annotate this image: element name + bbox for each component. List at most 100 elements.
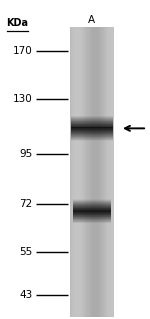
Bar xyxy=(112,26,113,317)
Bar xyxy=(111,26,112,317)
Bar xyxy=(102,26,103,317)
Bar xyxy=(70,116,113,117)
Bar xyxy=(79,26,80,317)
Bar xyxy=(73,208,111,209)
Bar xyxy=(73,222,111,223)
Bar xyxy=(73,206,111,207)
Bar xyxy=(70,138,113,139)
Bar xyxy=(73,209,111,210)
Bar xyxy=(106,26,108,317)
Text: 55: 55 xyxy=(19,247,32,256)
Bar xyxy=(73,211,111,212)
Bar xyxy=(97,26,99,317)
Bar xyxy=(73,218,111,219)
Bar xyxy=(83,26,84,317)
Bar xyxy=(70,26,114,317)
Bar xyxy=(73,219,111,220)
Bar xyxy=(113,26,114,317)
Bar xyxy=(70,135,113,136)
Bar xyxy=(85,26,87,317)
Bar xyxy=(94,26,95,317)
Bar xyxy=(76,26,78,317)
Bar xyxy=(73,211,111,212)
Bar xyxy=(70,122,113,123)
Bar xyxy=(70,26,71,317)
Bar xyxy=(73,207,111,208)
Bar xyxy=(70,137,113,138)
Bar xyxy=(73,213,111,214)
Bar xyxy=(88,26,90,317)
Bar xyxy=(105,26,106,317)
Bar xyxy=(78,26,79,317)
Text: 95: 95 xyxy=(19,149,32,160)
Bar xyxy=(70,124,113,125)
Bar xyxy=(80,26,81,317)
Bar xyxy=(70,121,113,122)
Bar xyxy=(70,134,113,135)
Bar xyxy=(70,140,113,141)
Bar xyxy=(70,117,113,118)
Bar xyxy=(82,26,83,317)
Bar xyxy=(73,203,111,204)
Bar xyxy=(95,26,96,317)
Bar xyxy=(73,212,111,213)
Bar xyxy=(73,223,111,224)
Bar xyxy=(110,26,111,317)
Bar xyxy=(70,139,113,140)
Bar xyxy=(91,26,92,317)
Bar xyxy=(81,26,82,317)
Bar xyxy=(84,26,85,317)
Text: KDa: KDa xyxy=(6,18,28,28)
Bar xyxy=(101,26,102,317)
Bar xyxy=(70,128,113,129)
Bar xyxy=(86,26,88,317)
Bar xyxy=(73,199,111,200)
Bar xyxy=(87,26,89,317)
Bar xyxy=(70,130,113,131)
Bar xyxy=(107,26,109,317)
Text: A: A xyxy=(88,15,95,25)
Bar xyxy=(70,131,113,132)
Bar xyxy=(70,129,113,130)
Bar xyxy=(70,136,113,137)
Bar xyxy=(70,126,113,127)
Bar xyxy=(70,127,113,128)
Bar xyxy=(73,221,111,222)
Bar xyxy=(73,205,111,206)
Bar xyxy=(70,117,113,118)
Bar xyxy=(71,26,72,317)
Text: 72: 72 xyxy=(19,199,32,209)
Bar xyxy=(73,201,111,202)
Bar xyxy=(70,133,113,134)
Bar xyxy=(70,115,113,116)
Bar xyxy=(70,132,113,133)
Bar xyxy=(73,215,111,216)
Bar xyxy=(70,119,113,120)
Bar xyxy=(93,26,94,317)
Bar xyxy=(70,120,113,121)
Bar xyxy=(90,26,91,317)
Bar xyxy=(73,217,111,218)
Bar xyxy=(99,26,100,317)
Bar xyxy=(73,204,111,205)
Bar xyxy=(73,200,111,201)
Bar xyxy=(73,210,111,211)
Bar xyxy=(73,214,111,215)
Bar xyxy=(75,26,76,317)
Bar xyxy=(70,118,113,119)
Bar xyxy=(70,125,113,126)
Bar xyxy=(92,26,93,317)
Bar xyxy=(73,214,111,215)
Bar xyxy=(70,123,113,124)
Text: 130: 130 xyxy=(12,94,32,104)
Bar xyxy=(73,216,111,217)
Bar xyxy=(100,26,101,317)
Bar xyxy=(73,26,74,317)
Bar xyxy=(73,220,111,221)
Bar xyxy=(96,26,98,317)
Bar xyxy=(103,26,104,317)
Bar xyxy=(72,26,73,317)
Text: 170: 170 xyxy=(12,46,32,56)
Bar xyxy=(73,202,111,203)
Bar xyxy=(108,26,110,317)
